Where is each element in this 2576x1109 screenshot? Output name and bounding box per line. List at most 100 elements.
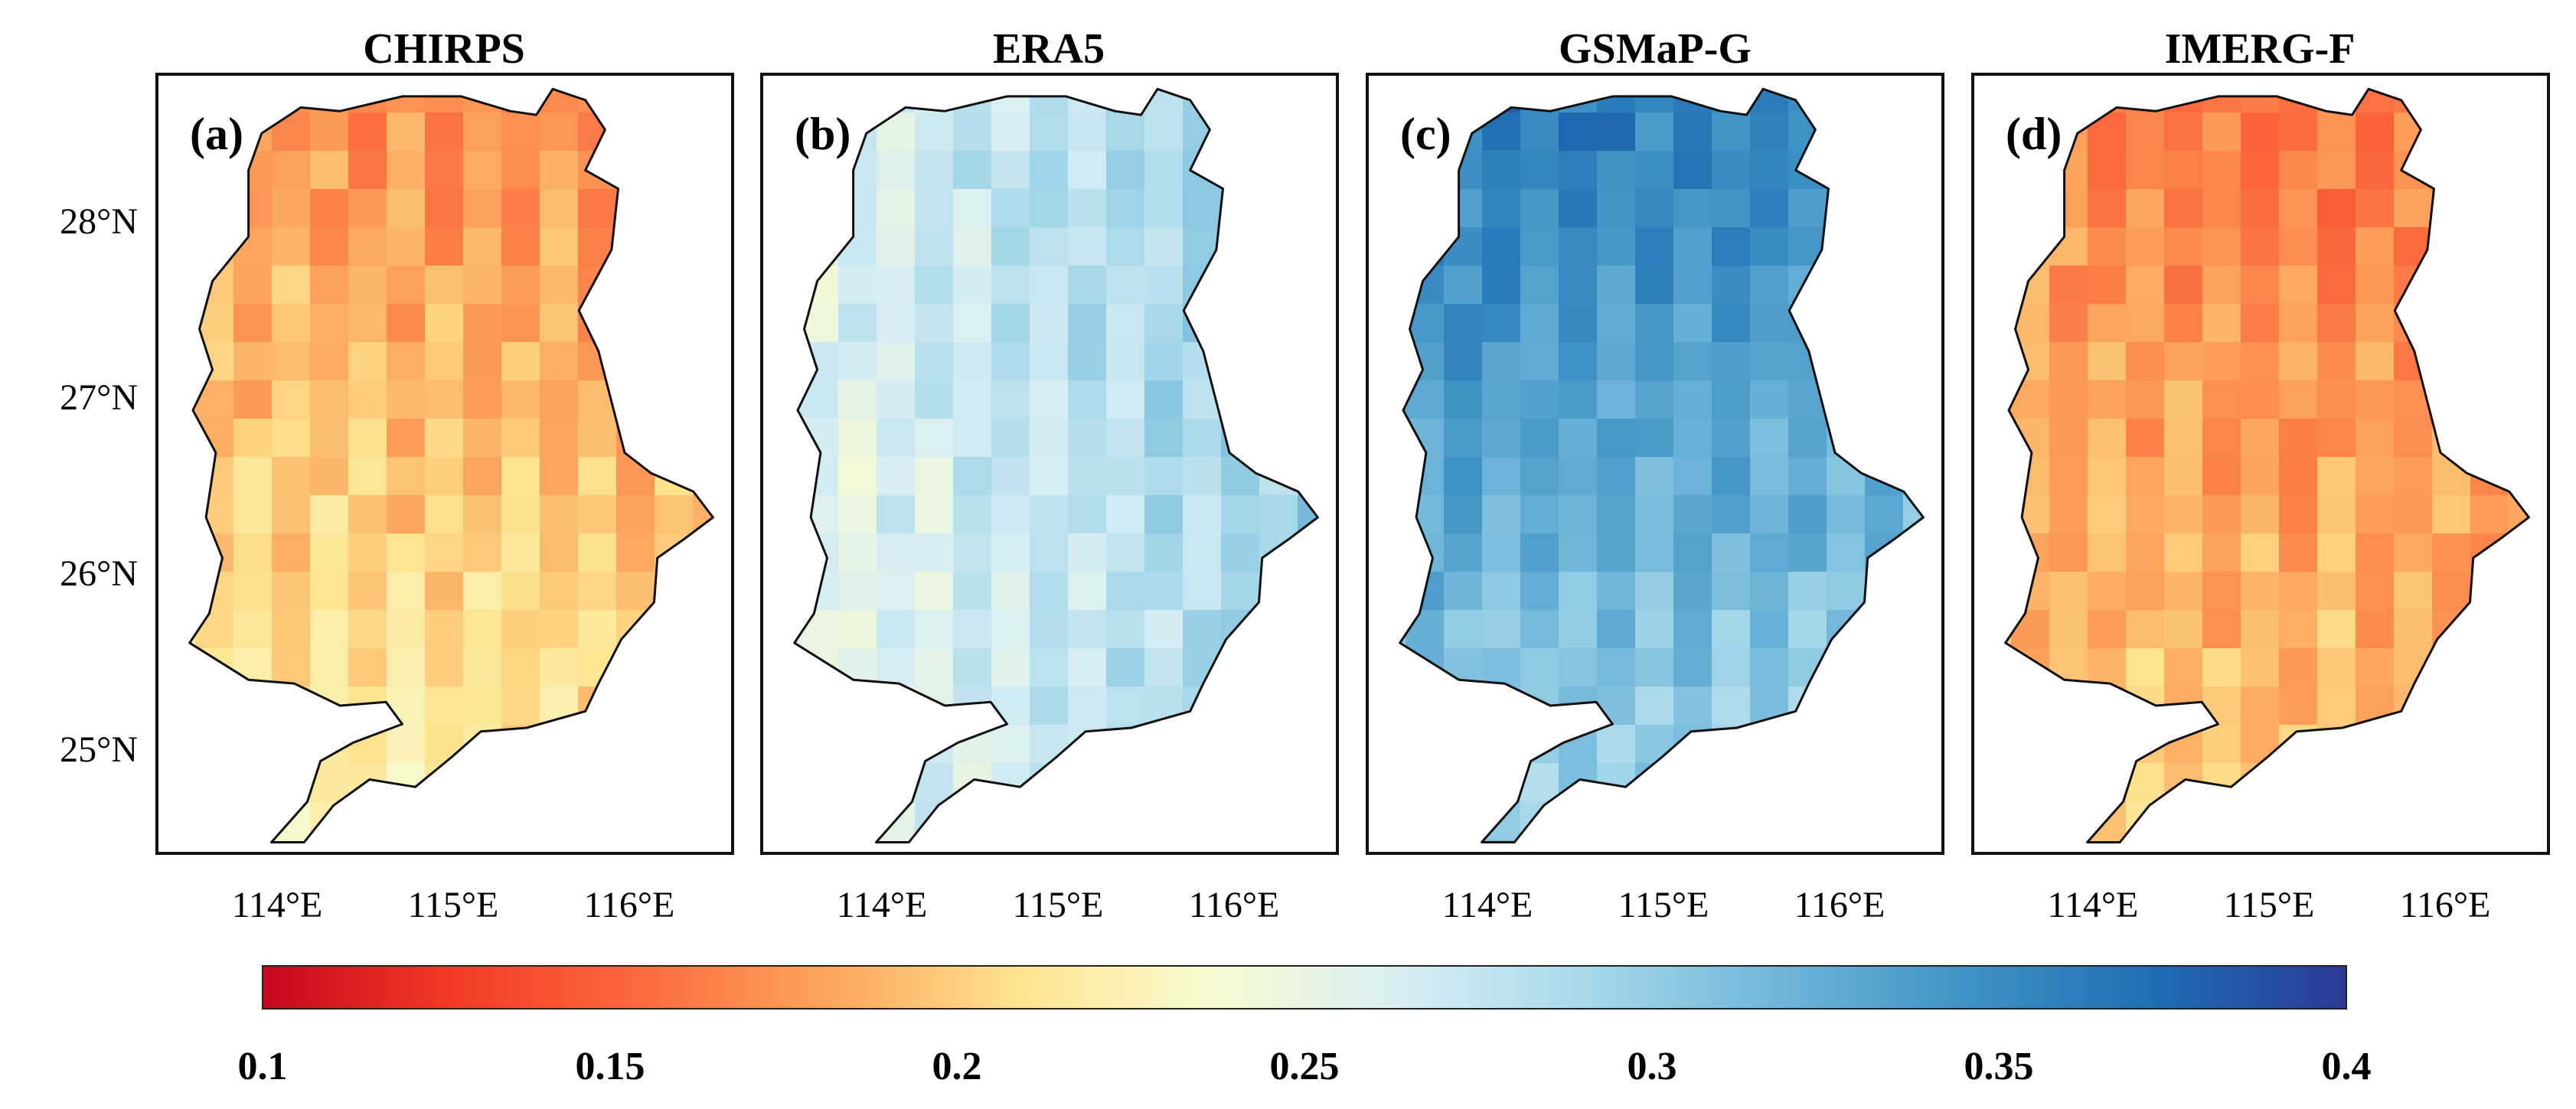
grid-cell xyxy=(310,763,349,802)
grid-cell xyxy=(2241,533,2280,572)
grid-cell xyxy=(2005,687,2012,726)
grid-cell xyxy=(272,113,311,152)
grid-cell xyxy=(1827,304,1866,343)
grid-cell xyxy=(953,380,992,419)
grid-cell xyxy=(953,801,992,840)
grid-cell xyxy=(1673,648,1712,687)
grid-cell xyxy=(310,89,349,113)
grid-cell xyxy=(1635,687,1674,726)
grid-cell xyxy=(2394,763,2433,802)
grid-cell xyxy=(2126,533,2165,572)
grid-cell xyxy=(1559,725,1598,764)
grid-cell xyxy=(655,572,694,611)
grid-cell xyxy=(463,533,502,572)
grid-cell xyxy=(2509,648,2529,687)
grid-cell xyxy=(655,89,694,113)
grid-cell xyxy=(731,840,770,879)
grid-cell xyxy=(1336,572,1375,611)
grid-cell xyxy=(1144,113,1184,152)
grid-cell xyxy=(189,533,196,572)
grid-cell xyxy=(915,572,954,611)
grid-cell xyxy=(1399,648,1406,687)
grid-cell xyxy=(2088,304,2127,343)
grid-cell xyxy=(1788,457,1827,496)
grid-cell xyxy=(1712,89,1751,113)
grid-cell xyxy=(2202,572,2241,611)
grid-cell xyxy=(1030,227,1069,266)
grid-cell xyxy=(2279,801,2318,840)
grid-cell xyxy=(2432,227,2471,266)
grid-cell xyxy=(1597,725,1636,764)
grid-cell xyxy=(387,113,426,152)
grid-cell xyxy=(877,840,916,843)
grid-cell xyxy=(1559,113,1598,152)
grid-cell xyxy=(387,801,426,840)
grid-cell xyxy=(540,266,579,305)
grid-cell xyxy=(1399,801,1406,840)
grid-cell xyxy=(1068,610,1107,649)
grid-cell xyxy=(2356,419,2395,458)
grid-cell xyxy=(2356,227,2395,266)
grid-cell xyxy=(1865,419,1904,458)
grid-cell xyxy=(2356,572,2395,611)
grid-cell xyxy=(233,89,273,113)
grid-cell xyxy=(540,610,579,649)
grid-cell xyxy=(1941,151,1980,190)
grid-cell xyxy=(195,687,234,726)
grid-cell xyxy=(1068,419,1107,458)
grid-cell xyxy=(838,687,877,726)
grid-cell xyxy=(1635,342,1674,381)
grid-cell xyxy=(1406,840,1445,843)
grid-cell xyxy=(877,227,916,266)
grid-cell xyxy=(991,572,1030,611)
grid-cell xyxy=(991,266,1030,305)
grid-cell xyxy=(1941,763,1980,802)
grid-cell xyxy=(838,304,877,343)
grid-cell xyxy=(2011,380,2050,419)
grid-cell xyxy=(189,342,196,381)
grid-cell xyxy=(2432,533,2471,572)
grid-cell xyxy=(2049,533,2088,572)
grid-cell xyxy=(991,380,1030,419)
grid-cell xyxy=(877,113,916,152)
grid-cell xyxy=(616,89,655,113)
grid-cell xyxy=(1903,533,1924,572)
grid-cell xyxy=(2317,687,2356,726)
grid-cell xyxy=(2164,648,2203,687)
grid-cell xyxy=(501,610,540,649)
grid-cell xyxy=(655,266,694,305)
grid-cell xyxy=(2164,189,2203,228)
grid-cell xyxy=(425,725,464,764)
grid-cell xyxy=(189,189,196,228)
grid-cell xyxy=(616,266,655,305)
grid-cell xyxy=(1635,572,1674,611)
grid-cell xyxy=(1259,725,1298,764)
grid-cell xyxy=(348,266,387,305)
grid-cell xyxy=(2317,380,2356,419)
grid-cell xyxy=(2317,533,2356,572)
grid-cell xyxy=(616,610,655,649)
grid-cell xyxy=(1865,572,1904,611)
grid-cell xyxy=(463,648,502,687)
grid-cell xyxy=(540,189,579,228)
grid-cell xyxy=(1336,304,1375,343)
grid-cell xyxy=(425,304,464,343)
grid-cell xyxy=(540,725,579,764)
grid-cell xyxy=(272,457,311,496)
grid-cell xyxy=(838,572,877,611)
grid-cell xyxy=(1259,801,1298,840)
grid-cell xyxy=(2509,342,2529,381)
grid-cell xyxy=(616,687,655,726)
grid-cell xyxy=(915,533,954,572)
grid-cell xyxy=(272,648,311,687)
grid-cell xyxy=(2509,113,2529,152)
grid-cell xyxy=(2088,457,2127,496)
grid-cell xyxy=(1221,113,1260,152)
grid-cell xyxy=(1030,840,1069,843)
grid-cell xyxy=(1635,495,1674,534)
grid-cell xyxy=(2049,457,2088,496)
grid-cell xyxy=(2088,610,2127,649)
grid-cell xyxy=(2005,304,2012,343)
grid-cell xyxy=(2547,533,2576,572)
grid-cell xyxy=(1144,419,1184,458)
